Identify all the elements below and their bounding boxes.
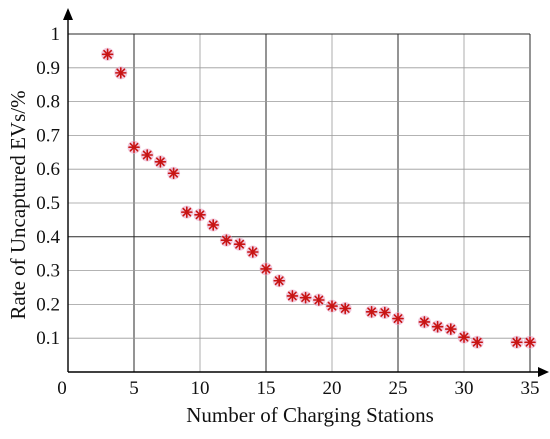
y-tick-label: 0.7: [36, 125, 60, 146]
data-point: [365, 305, 379, 319]
x-tick-label: 20: [323, 378, 342, 399]
grid: [68, 33, 531, 372]
data-point: [219, 233, 233, 247]
data-point: [206, 218, 220, 232]
data-point: [180, 205, 194, 219]
data-point: [417, 315, 431, 329]
data-point: [325, 299, 339, 313]
axes: [63, 8, 549, 377]
data-point: [378, 306, 392, 320]
data-point: [338, 301, 352, 315]
y-tick-label: 1: [51, 24, 61, 45]
x-tick-label: 30: [455, 378, 474, 399]
x-axis-label: Number of Charging Stations: [186, 403, 434, 427]
data-point: [127, 140, 141, 154]
x-tick-label: 5: [129, 378, 139, 399]
data-point: [285, 289, 299, 303]
data-point: [523, 335, 537, 349]
data-point: [510, 335, 524, 349]
data-point: [312, 293, 326, 307]
data-point: [246, 245, 260, 259]
y-tick-label: 0.8: [36, 92, 60, 113]
y-tick-label: 0.4: [36, 227, 60, 248]
data-point: [140, 148, 154, 162]
x-axis-arrow: [538, 367, 549, 377]
data-points: [101, 47, 537, 349]
data-point: [101, 47, 115, 61]
data-point: [272, 274, 286, 288]
x-tick-label: 25: [389, 378, 408, 399]
y-tick-label: 0.1: [36, 328, 60, 349]
y-tick-label: 0.3: [36, 261, 60, 282]
data-point: [457, 330, 471, 344]
y-axis-arrow: [63, 8, 73, 20]
y-tick-label: 0.2: [36, 294, 60, 315]
y-tick-label: 0.6: [36, 159, 60, 180]
y-tick-labels: 0.1 0.2 0.3 0.4 0.5 0.6 0.7 0.8 0.9 1: [36, 24, 60, 349]
y-tick-label: 0.5: [36, 193, 60, 214]
y-tick-label: 0.9: [36, 58, 60, 79]
data-point: [167, 166, 181, 180]
data-point: [233, 237, 247, 251]
data-point: [299, 291, 313, 305]
x-tick-label: 10: [191, 378, 210, 399]
data-point: [259, 262, 273, 276]
data-point: [153, 155, 167, 169]
y-axis-label: Rate of Uncaptured EVs/%: [6, 90, 30, 319]
x-tick-label: 15: [257, 378, 276, 399]
data-point: [114, 66, 128, 80]
data-point: [431, 320, 445, 334]
data-point: [193, 208, 207, 222]
x-tick-label: 0: [57, 378, 67, 399]
data-point: [470, 335, 484, 349]
x-tick-label: 35: [521, 378, 540, 399]
data-point: [444, 322, 458, 336]
data-point: [391, 312, 405, 326]
x-tick-labels: 0 5 10 15 20 25 30 35: [57, 378, 539, 399]
